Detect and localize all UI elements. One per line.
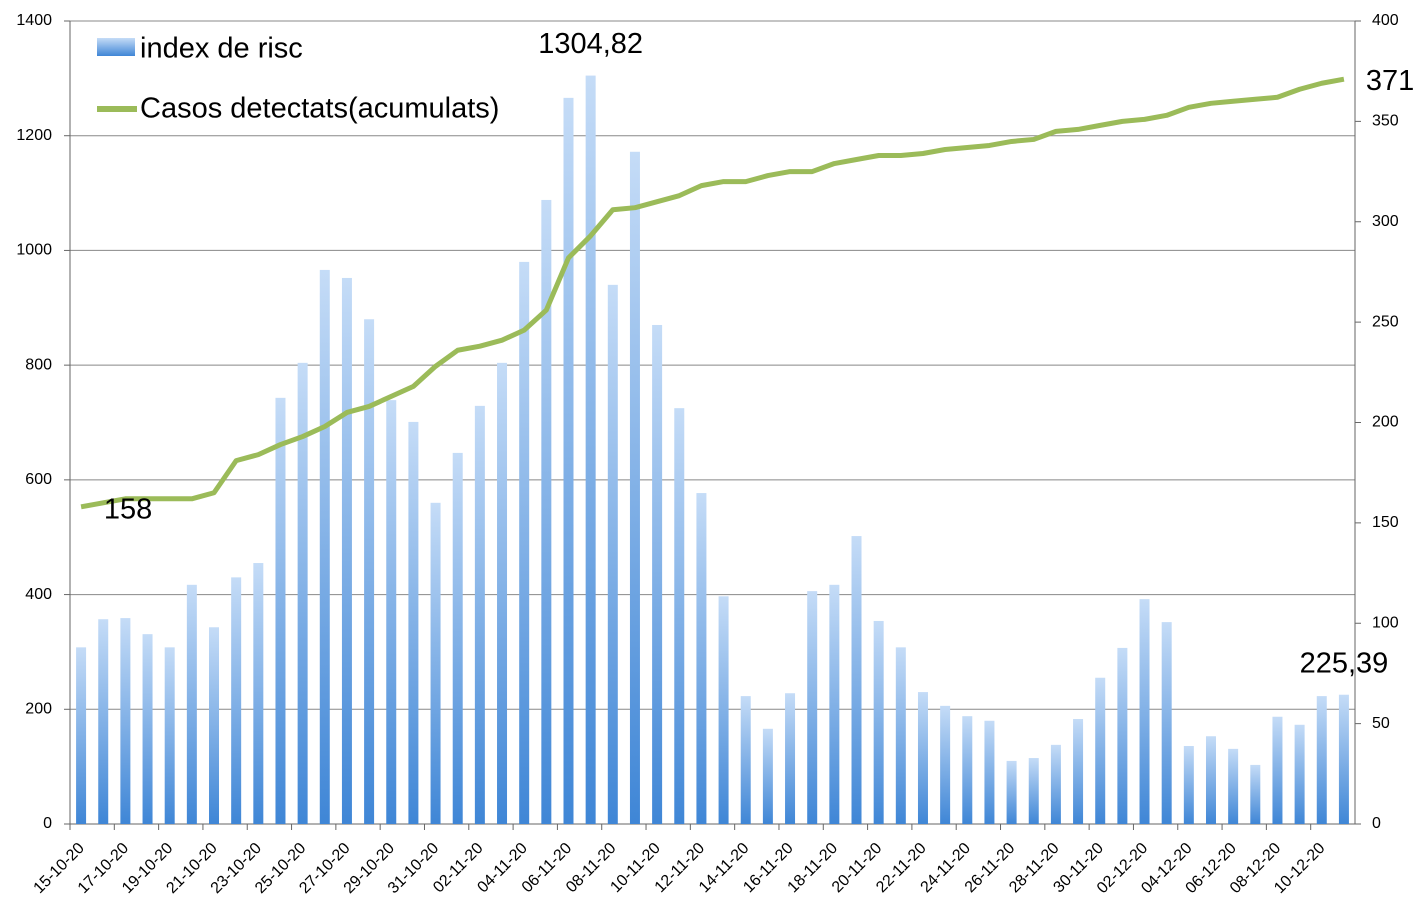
line [80, 76, 1345, 510]
bar [674, 408, 685, 824]
bar [319, 269, 330, 824]
bar [341, 277, 352, 825]
y2-tick-label: 100 [1372, 614, 1399, 631]
bar [297, 362, 308, 824]
bar [364, 319, 375, 824]
bar [474, 405, 485, 824]
y2-tick-label: 300 [1372, 213, 1399, 230]
bar [386, 400, 397, 824]
bar [785, 693, 796, 824]
bar [186, 584, 197, 824]
bar [917, 692, 928, 824]
y2-tick-label: 250 [1372, 313, 1399, 330]
bar [1095, 677, 1106, 824]
bar [585, 75, 596, 824]
bar [209, 627, 220, 824]
bar [740, 696, 751, 824]
bar [1050, 744, 1061, 824]
bar [452, 452, 463, 824]
bar [940, 705, 951, 824]
bar [607, 284, 618, 824]
data-label: 371 [1366, 65, 1414, 97]
bar [1117, 647, 1128, 824]
bar [1205, 736, 1216, 824]
y-tick-label: 0 [43, 815, 52, 832]
bar [696, 493, 707, 824]
legend-label: index de risc [140, 33, 303, 65]
y2-tick-label: 400 [1372, 12, 1399, 29]
bar [1316, 696, 1327, 824]
y-tick-label: 400 [25, 586, 52, 603]
y-tick-label: 1000 [16, 242, 52, 259]
bar [120, 618, 131, 824]
bar [1161, 622, 1172, 824]
bar [718, 596, 729, 824]
bar [231, 577, 242, 824]
bar [253, 563, 264, 824]
bar [629, 151, 640, 824]
bar [142, 634, 153, 824]
bar [1228, 748, 1239, 824]
bar [1183, 745, 1194, 824]
bar [98, 619, 109, 824]
bar [519, 261, 530, 824]
bar [984, 720, 995, 824]
bar [851, 536, 862, 824]
bar [1294, 724, 1305, 824]
bar [873, 620, 884, 824]
bar [962, 716, 973, 824]
bar [1073, 719, 1084, 824]
bar [1028, 758, 1039, 824]
bar [430, 502, 441, 824]
data-label: 1304,82 [538, 28, 643, 60]
bar [1272, 716, 1283, 824]
bar [807, 591, 818, 824]
bar [76, 647, 87, 824]
bar [829, 584, 840, 824]
y-tick-label: 600 [25, 471, 52, 488]
y2-tick-label: 350 [1372, 113, 1399, 130]
data-label: 225,39 [1300, 647, 1389, 679]
bar [563, 97, 574, 824]
bar [1338, 694, 1349, 824]
bar [1006, 760, 1017, 824]
bar [408, 421, 419, 824]
bar [497, 362, 508, 824]
bar [762, 728, 773, 824]
y-tick-label: 1200 [16, 127, 52, 144]
legend-label: Casos detectats(acumulats) [140, 93, 499, 125]
y2-tick-label: 200 [1372, 414, 1399, 431]
y2-tick-label: 0 [1372, 815, 1381, 832]
bar [1250, 764, 1261, 824]
y2-tick-label: 150 [1372, 514, 1399, 531]
bar [164, 647, 175, 824]
bar [275, 397, 286, 824]
y-tick-label: 800 [25, 356, 52, 373]
y2-tick-label: 50 [1372, 715, 1390, 732]
bar [541, 199, 552, 824]
bar [1139, 599, 1150, 824]
y-tick-label: 200 [25, 701, 52, 718]
y-tick-label: 1400 [16, 12, 52, 29]
bar [652, 324, 663, 824]
legend-bar-swatch [97, 38, 135, 56]
data-label: 158 [104, 493, 152, 525]
bar [895, 647, 906, 824]
